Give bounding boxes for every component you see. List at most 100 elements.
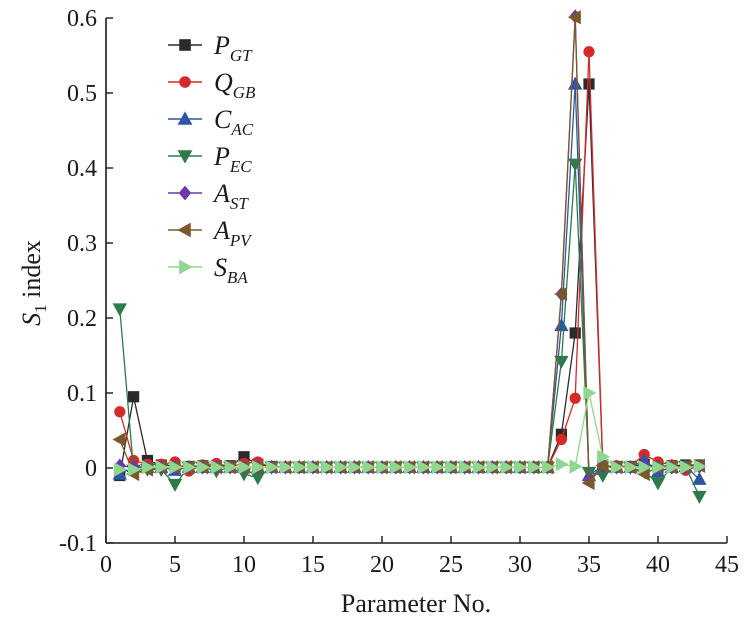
data-point bbox=[224, 460, 238, 475]
data-point bbox=[472, 460, 486, 475]
series-line bbox=[119, 51, 700, 472]
legend-marker bbox=[177, 111, 193, 125]
data-point bbox=[114, 406, 126, 418]
x-tick-label: 30 bbox=[508, 552, 532, 578]
y-tick-label: 0.5 bbox=[67, 81, 97, 107]
data-point bbox=[307, 460, 321, 475]
data-point bbox=[528, 460, 542, 475]
x-tick-label: 0 bbox=[100, 552, 112, 578]
x-tick-label: 25 bbox=[439, 552, 463, 578]
series-p-gt bbox=[114, 78, 706, 482]
y-axis-title-main: S bbox=[17, 313, 46, 326]
series-a-st bbox=[113, 9, 706, 487]
data-point bbox=[666, 460, 680, 475]
data-point bbox=[568, 76, 583, 90]
data-point bbox=[680, 460, 693, 475]
data-point bbox=[567, 10, 581, 25]
x-ticks: 0 5 10 15 20 25 30 35 40 45 bbox=[100, 536, 739, 578]
legend-marker bbox=[179, 76, 191, 88]
y-tick-label: -0.1 bbox=[59, 531, 97, 557]
series-s-ba bbox=[114, 385, 707, 477]
data-point bbox=[692, 471, 707, 485]
data-point bbox=[210, 460, 224, 475]
data-point bbox=[127, 462, 141, 477]
data-point bbox=[611, 460, 624, 475]
y-tick-label: 0.3 bbox=[67, 231, 97, 257]
legend-marker bbox=[179, 39, 191, 51]
y-ticks: -0.1 0 0.1 0.2 0.3 0.4 0.5 0.6 bbox=[59, 6, 113, 557]
data-point bbox=[652, 460, 666, 475]
y-tick-label: 0.4 bbox=[67, 156, 97, 182]
x-axis-title: Parameter No. bbox=[341, 589, 491, 618]
data-point bbox=[334, 460, 348, 475]
data-point bbox=[569, 327, 581, 339]
data-point bbox=[554, 355, 569, 369]
data-point bbox=[581, 475, 595, 491]
x-tick-label: 15 bbox=[301, 552, 325, 578]
data-point bbox=[183, 460, 197, 475]
legend-marker bbox=[178, 185, 192, 201]
data-point bbox=[265, 460, 279, 475]
data-point bbox=[692, 490, 707, 504]
data-point bbox=[624, 460, 638, 475]
legend-item: PEC bbox=[168, 142, 252, 176]
data-point bbox=[417, 460, 431, 475]
data-point bbox=[583, 385, 597, 401]
data-point bbox=[376, 460, 390, 475]
y-axis-title-rest: index bbox=[17, 240, 46, 304]
data-point bbox=[583, 78, 595, 90]
data-point bbox=[555, 457, 569, 472]
legend-item: QGB bbox=[168, 68, 256, 102]
x-tick-label: 5 bbox=[169, 552, 181, 578]
legend-item: SBA bbox=[168, 253, 248, 287]
data-point bbox=[114, 462, 128, 477]
data-point bbox=[279, 460, 293, 475]
data-point bbox=[348, 460, 362, 475]
data-point bbox=[431, 460, 445, 475]
data-point bbox=[555, 433, 568, 446]
legend-label: CAC bbox=[214, 105, 254, 139]
data-point bbox=[597, 449, 611, 464]
series-line bbox=[119, 16, 700, 481]
series-line bbox=[119, 17, 700, 485]
legend-marker bbox=[177, 150, 193, 164]
series-line bbox=[119, 83, 700, 480]
x-tick-label: 35 bbox=[577, 552, 601, 578]
data-point bbox=[514, 460, 528, 475]
data-point bbox=[155, 460, 169, 475]
data-point bbox=[595, 458, 609, 473]
data-point bbox=[500, 460, 514, 475]
series-line bbox=[119, 164, 700, 497]
data-point bbox=[321, 460, 335, 475]
legend-marker bbox=[179, 259, 193, 275]
data-point bbox=[486, 460, 500, 475]
data-point bbox=[112, 303, 127, 317]
data-point bbox=[554, 286, 567, 302]
legend-item: PGT bbox=[168, 31, 253, 65]
data-point bbox=[127, 391, 140, 403]
legend-item: CAC bbox=[168, 105, 254, 139]
data-point bbox=[569, 392, 581, 404]
data-point bbox=[569, 459, 583, 474]
x-tick-label: 10 bbox=[232, 552, 256, 578]
series-q-gb bbox=[114, 46, 706, 477]
y-axis-title-sub: 1 bbox=[31, 304, 50, 313]
data-point bbox=[252, 460, 266, 475]
data-point bbox=[554, 318, 569, 332]
data-point bbox=[459, 460, 473, 475]
y-axis-title: S1 index bbox=[17, 240, 50, 326]
data-point bbox=[403, 460, 417, 475]
series-c-ac bbox=[112, 76, 707, 485]
data-point bbox=[445, 460, 459, 475]
legend-marker bbox=[177, 222, 191, 238]
data-point bbox=[169, 460, 183, 475]
data-point bbox=[167, 478, 183, 492]
x-tick-label: 20 bbox=[370, 552, 394, 578]
data-point bbox=[693, 459, 707, 474]
y-tick-label: 0.1 bbox=[67, 381, 97, 407]
data-point bbox=[362, 460, 376, 475]
legend-label: PGT bbox=[213, 31, 253, 65]
y-tick-label: 0.6 bbox=[67, 6, 97, 32]
